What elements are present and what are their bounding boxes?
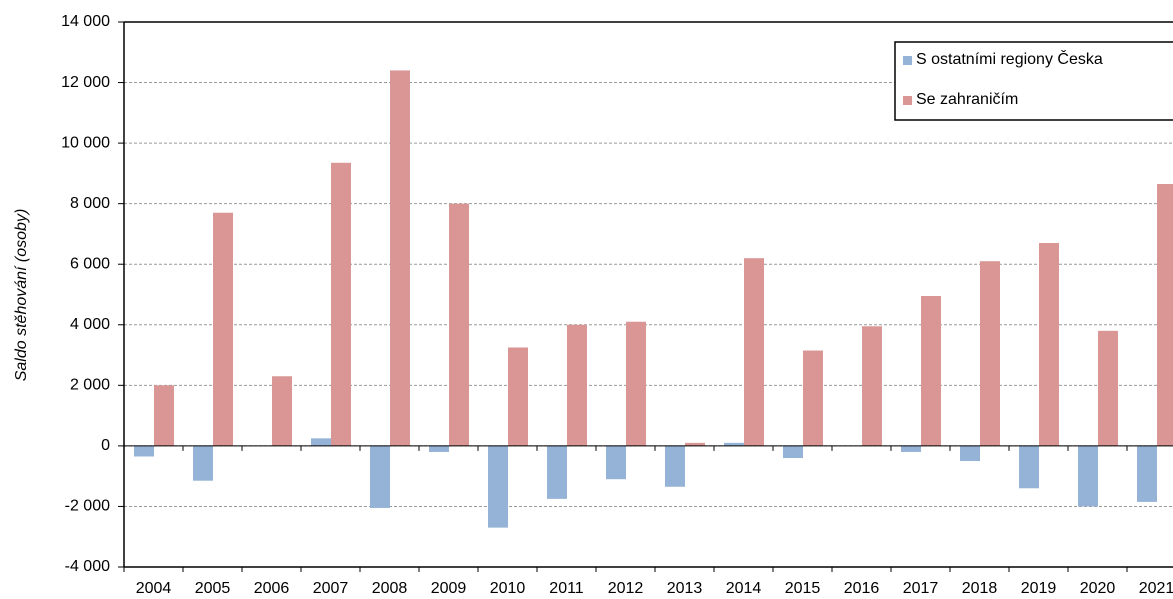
legend-label: S ostatními regiony Česka [916, 49, 1103, 68]
bar [665, 445, 685, 487]
x-tick-label: 2006 [254, 580, 290, 597]
bar [134, 445, 154, 457]
y-tick-label: -4 000 [65, 558, 110, 575]
bar [744, 258, 764, 446]
bar [901, 445, 921, 452]
bar [1157, 183, 1173, 446]
x-tick-label: 2019 [1021, 580, 1057, 597]
y-tick-label: 2 000 [70, 377, 110, 394]
x-tick-label: 2010 [490, 580, 526, 597]
y-tick-label: 6 000 [70, 255, 110, 272]
bar [685, 442, 705, 446]
y-tick-label: -2 000 [65, 498, 110, 515]
x-tick-label: 2017 [903, 580, 939, 597]
y-tick-label: 10 000 [61, 134, 110, 151]
x-tick-label: 2013 [667, 580, 703, 597]
bar [331, 162, 351, 446]
bar [193, 445, 213, 481]
bar [370, 445, 390, 508]
y-tick-label: 8 000 [70, 195, 110, 212]
bar [429, 445, 449, 452]
y-axis-label: Saldo stěhování (osoby) [13, 209, 30, 382]
x-tick-label: 2014 [726, 580, 762, 597]
bar [960, 445, 980, 462]
bar [724, 442, 744, 446]
bar [803, 350, 823, 446]
bar [154, 385, 174, 446]
y-tick-label: 0 [101, 437, 110, 454]
x-tick-label: 2005 [195, 580, 231, 597]
x-tick-label: 2008 [372, 580, 408, 597]
x-tick-label: 2021 [1139, 580, 1173, 597]
bar [980, 261, 1000, 446]
bar [390, 70, 410, 446]
x-tick-label: 2009 [431, 580, 467, 597]
bar [311, 438, 331, 446]
bar [213, 212, 233, 446]
legend-box [894, 41, 1173, 121]
x-tick-label: 2004 [136, 580, 172, 597]
x-tick-label: 2016 [844, 580, 880, 597]
y-tick-label: 12 000 [61, 74, 110, 91]
bar [783, 445, 803, 458]
legend-label: Se zahraničím [916, 91, 1018, 108]
bar [1019, 445, 1039, 489]
bar [547, 445, 567, 499]
legend-swatch [903, 96, 912, 105]
x-tick-label: 2020 [1080, 580, 1116, 597]
x-tick-label: 2018 [962, 580, 998, 597]
legend-swatch [903, 56, 912, 65]
x-tick-label: 2007 [313, 580, 349, 597]
bar [449, 203, 469, 446]
bar [508, 347, 528, 446]
bar [272, 376, 292, 446]
bar [1137, 445, 1157, 502]
bar [1039, 243, 1059, 446]
bar [567, 324, 587, 446]
y-tick-label: 4 000 [70, 316, 110, 333]
bar [626, 321, 646, 446]
bar [921, 296, 941, 446]
x-tick-label: 2012 [608, 580, 644, 597]
x-tick-label: 2011 [549, 580, 584, 597]
y-tick-label: 14 000 [61, 13, 110, 30]
bar [1078, 445, 1098, 507]
x-tick-label: 2015 [785, 580, 821, 597]
bar [862, 326, 882, 446]
bar [488, 445, 508, 528]
bar [606, 445, 626, 480]
bar [1098, 330, 1118, 446]
